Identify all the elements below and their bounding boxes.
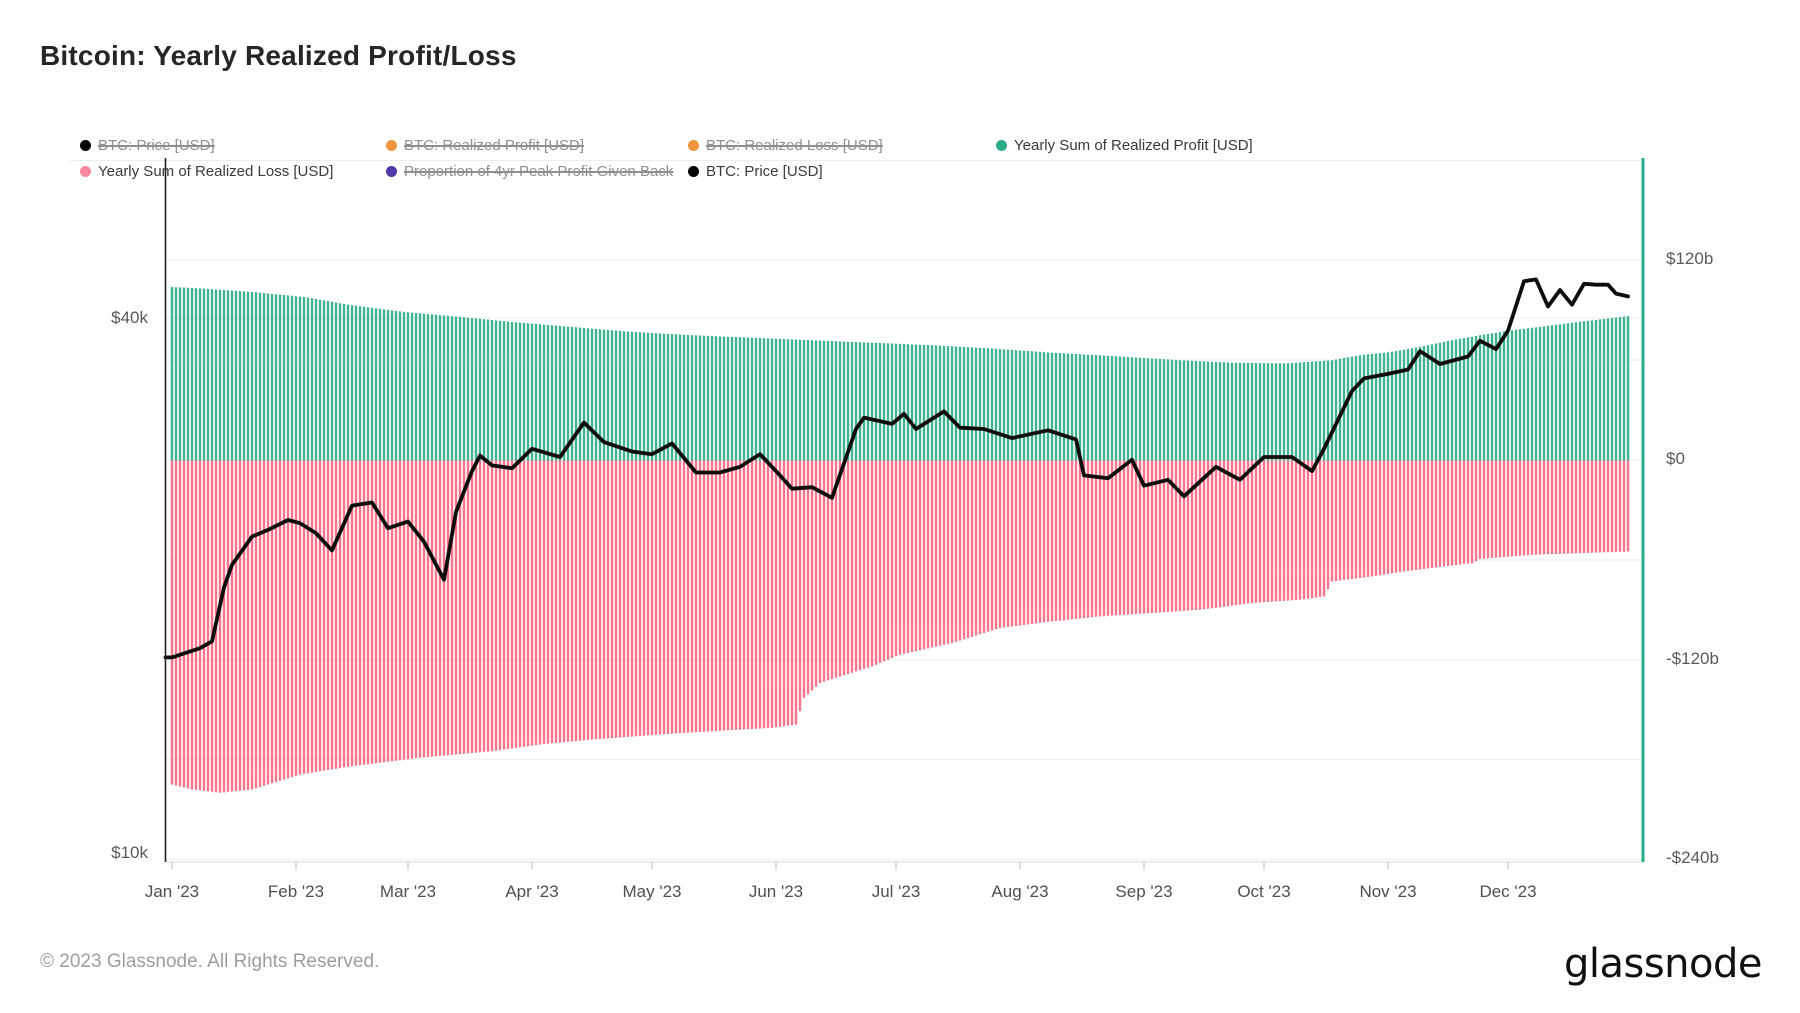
loss-bars (170, 460, 1630, 793)
legend-dot-icon (688, 140, 699, 151)
left-axis-tick-label: $10k (111, 843, 148, 862)
right-axis-tick-label: -$240b (1666, 848, 1719, 868)
x-axis-month-label: Aug '23 (991, 882, 1049, 901)
left-axis-tick-label: $40k (111, 307, 148, 327)
right-axis-tick-label: $0 (1666, 449, 1685, 468)
copyright-text: © 2023 Glassnode. All Rights Reserved. (40, 951, 380, 972)
legend-item-label: Yearly Sum of Realized Profit [USD] (1014, 137, 1253, 154)
glassnode-logo: glassnode (1563, 941, 1763, 987)
x-axis-month-label: Jan '23 (144, 882, 200, 901)
profit-bars (170, 287, 1630, 461)
x-axis-month-label: Feb '23 (267, 882, 325, 901)
legend-dot-icon (688, 166, 699, 177)
legend-divider (70, 160, 1640, 161)
x-axis-month-label: Dec '23 (1479, 882, 1537, 901)
x-axis-month-label: May '23 (622, 882, 682, 901)
legend-item-yearly-sum-of-realized-loss-usd-[interactable]: Yearly Sum of Realized Loss [USD] (80, 163, 333, 180)
x-axis-month-label: Apr '23 (505, 882, 559, 901)
legend-item-label: BTC: Realized Loss [USD] (706, 137, 883, 154)
x-axis-month-label: Jul '23 (871, 882, 921, 901)
legend-row-1: BTC: Price [USD] BTC: Realized Profit [US… (0, 137, 1800, 159)
legend-item-label: BTC: Realized Profit [USD] (404, 137, 585, 154)
legend-item-label: Proportion of 4yr Peak Profit Given Back (404, 163, 674, 180)
legend-dot-icon (386, 140, 397, 151)
x-axis-month-label: Mar '23 (379, 882, 437, 901)
x-axis-month-label: Nov '23 (1359, 882, 1417, 901)
legend-row-2: Yearly Sum of Realized Loss [USD] Proport… (0, 163, 1800, 185)
legend-item-btc-realized-profit-usd-[interactable]: BTC: Realized Profit [USD] (386, 137, 584, 154)
legend-item-label: BTC: Price [USD] (706, 163, 823, 180)
page-title: Bitcoin: Yearly Realized Profit/Loss (40, 40, 517, 71)
legend-dot-icon (996, 140, 1007, 151)
legend-item-label: BTC: Price [USD] (98, 137, 215, 154)
legend-item-yearly-sum-of-realized-profit-usd-[interactable]: Yearly Sum of Realized Profit [USD] (996, 137, 1253, 154)
legend-item-label: Yearly Sum of Realized Loss [USD] (98, 163, 334, 180)
legend-item-btc-price-usd-[interactable]: BTC: Price [USD] (80, 137, 215, 154)
legend-dot-icon (80, 166, 91, 177)
legend-dot-icon (80, 140, 91, 151)
legend-item-proportion-of-4yr-peak-profit-given-back[interactable]: Proportion of 4yr Peak Profit Given Back (386, 163, 673, 180)
x-axis-month-label: Oct '23 (1237, 882, 1291, 901)
legend-dot-icon (386, 166, 397, 177)
x-axis-month-label: Jun '23 (748, 882, 804, 901)
legend-item-btc-realized-loss-usd-[interactable]: BTC: Realized Loss [USD] (688, 137, 883, 154)
right-axis-tick-label: -$120b (1666, 648, 1719, 668)
right-axis-tick-label: $120b (1666, 249, 1714, 269)
x-axis-month-label: Sep '23 (1115, 882, 1173, 901)
legend-item-btc-price-usd-[interactable]: BTC: Price [USD] (688, 163, 823, 180)
btc-price-line (163, 277, 1630, 660)
